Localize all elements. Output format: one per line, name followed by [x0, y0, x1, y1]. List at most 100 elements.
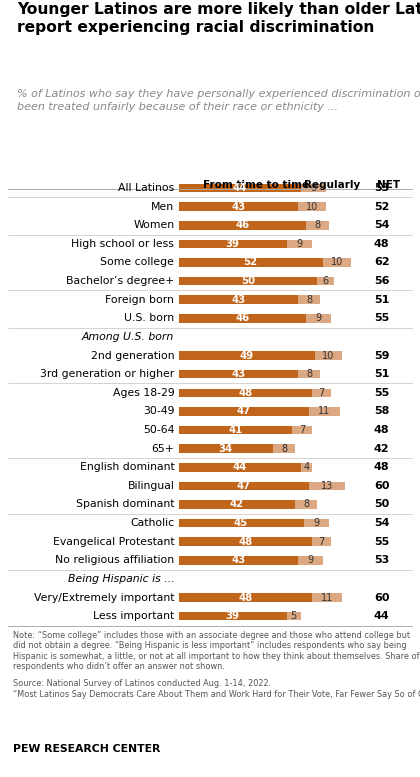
Text: Men: Men: [151, 202, 174, 211]
Text: 8: 8: [314, 220, 320, 230]
Bar: [298, 202, 326, 211]
Text: All Latinos: All Latinos: [118, 183, 174, 193]
Text: “Most Latinos Say Democrats Care About Them and Work Hard for Their Vote, Far Fe: “Most Latinos Say Democrats Care About T…: [13, 690, 420, 699]
Bar: [178, 277, 318, 285]
Text: PEW RESEARCH CENTER: PEW RESEARCH CENTER: [13, 744, 160, 754]
Text: 55: 55: [374, 537, 389, 547]
Bar: [178, 612, 287, 621]
Text: 47: 47: [237, 481, 251, 491]
Bar: [178, 314, 306, 322]
Bar: [178, 500, 295, 509]
Text: 54: 54: [374, 220, 389, 230]
Text: 53: 53: [374, 556, 389, 566]
Text: 43: 43: [231, 294, 245, 305]
Bar: [309, 482, 345, 490]
Text: Evangelical Protestant: Evangelical Protestant: [52, 537, 174, 547]
Bar: [178, 239, 287, 248]
Text: 56: 56: [374, 276, 389, 286]
Text: 8: 8: [281, 444, 287, 454]
Bar: [178, 519, 304, 528]
Text: 48: 48: [238, 537, 252, 547]
Text: Bachelor’s degree+: Bachelor’s degree+: [66, 276, 174, 286]
Text: 7: 7: [318, 388, 325, 398]
Bar: [178, 482, 309, 490]
Text: 51: 51: [374, 294, 389, 305]
Text: 58: 58: [374, 406, 389, 416]
Bar: [312, 388, 331, 397]
Text: 53: 53: [374, 183, 389, 193]
Bar: [178, 444, 273, 453]
Bar: [178, 351, 315, 360]
Text: Some college: Some college: [100, 257, 174, 267]
Text: 48: 48: [374, 462, 389, 472]
Bar: [295, 500, 318, 509]
Bar: [304, 519, 328, 528]
Text: 54: 54: [374, 518, 389, 528]
Text: 34: 34: [219, 444, 233, 454]
Bar: [312, 594, 342, 602]
Text: 5: 5: [291, 611, 297, 621]
Text: English dominant: English dominant: [79, 462, 174, 472]
Text: 44: 44: [374, 611, 390, 621]
Bar: [178, 388, 312, 397]
Bar: [178, 538, 312, 546]
Text: 50: 50: [241, 276, 255, 286]
Text: Bilingual: Bilingual: [127, 481, 174, 491]
Bar: [309, 407, 340, 416]
Text: 51: 51: [374, 369, 389, 379]
Bar: [301, 183, 326, 192]
Text: Very/Extremely important: Very/Extremely important: [34, 593, 174, 602]
Text: 50-64: 50-64: [143, 425, 174, 435]
Text: Being Hispanic is ...: Being Hispanic is ...: [68, 574, 174, 584]
Text: 49: 49: [239, 350, 254, 361]
Text: Regularly: Regularly: [304, 180, 360, 190]
Bar: [178, 202, 298, 211]
Text: 46: 46: [235, 220, 249, 230]
Bar: [273, 444, 295, 453]
Text: NET: NET: [377, 180, 400, 190]
Bar: [298, 556, 323, 565]
Text: 9: 9: [316, 313, 322, 323]
Bar: [318, 277, 334, 285]
Bar: [306, 221, 328, 229]
Text: 13: 13: [321, 481, 333, 491]
Text: 55: 55: [374, 388, 389, 398]
Text: 48: 48: [374, 425, 389, 435]
Text: 48: 48: [238, 593, 252, 602]
Bar: [292, 426, 312, 434]
Text: High school or less: High school or less: [71, 239, 174, 249]
Text: Catholic: Catholic: [130, 518, 174, 528]
Text: 43: 43: [231, 202, 245, 211]
Text: No religious affiliation: No religious affiliation: [55, 556, 174, 566]
Text: 55: 55: [374, 313, 389, 323]
Text: 48: 48: [374, 239, 389, 249]
Bar: [178, 183, 301, 192]
Text: From time to time: From time to time: [203, 180, 310, 190]
Bar: [298, 370, 320, 378]
Text: Women: Women: [133, 220, 174, 230]
Text: 3rd generation or higher: 3rd generation or higher: [40, 369, 174, 379]
Text: 7: 7: [318, 537, 325, 547]
Text: 6: 6: [323, 276, 329, 286]
Text: 59: 59: [374, 350, 389, 361]
Text: 60: 60: [374, 593, 389, 602]
Text: Spanish dominant: Spanish dominant: [76, 500, 174, 510]
Text: 4: 4: [303, 462, 310, 472]
Text: 9: 9: [310, 183, 316, 193]
Text: 45: 45: [234, 518, 248, 528]
Bar: [178, 463, 301, 472]
Text: 44: 44: [233, 183, 247, 193]
Bar: [178, 221, 306, 229]
Text: 41: 41: [228, 425, 243, 435]
Text: Less important: Less important: [93, 611, 174, 621]
Text: 9: 9: [313, 518, 319, 528]
Text: 8: 8: [306, 294, 312, 305]
Text: 8: 8: [306, 369, 312, 379]
Text: % of Latinos who say they have personally experienced discrimination or
been tre: % of Latinos who say they have personall…: [17, 89, 420, 112]
Text: 39: 39: [226, 239, 240, 249]
Text: Among U.S. born: Among U.S. born: [82, 332, 174, 342]
Text: 39: 39: [226, 611, 240, 621]
Text: 43: 43: [231, 369, 245, 379]
Bar: [178, 426, 292, 434]
Text: 50: 50: [374, 500, 389, 510]
